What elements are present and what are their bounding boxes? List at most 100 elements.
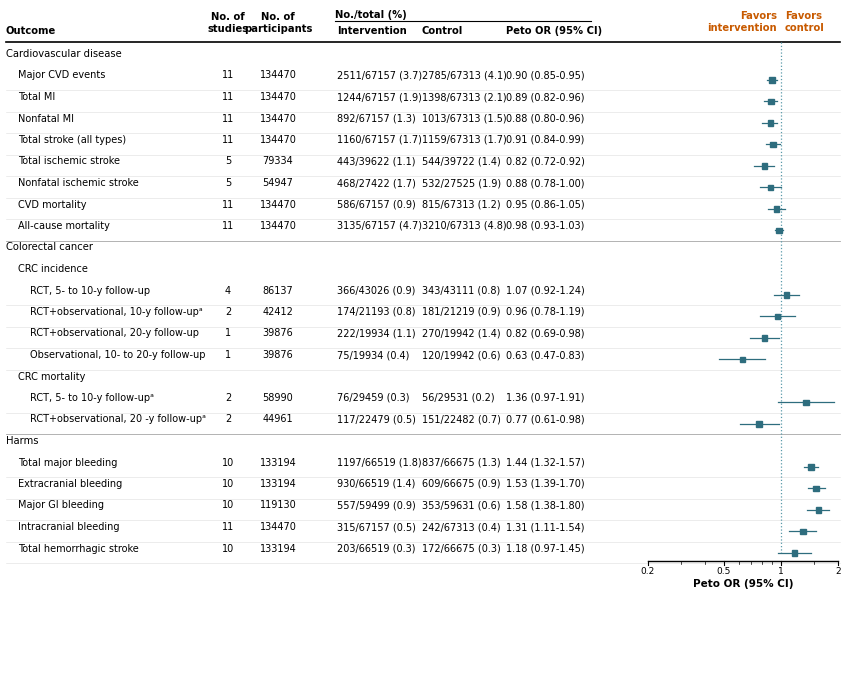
Text: 2: 2	[225, 307, 231, 317]
Text: 11: 11	[222, 221, 234, 231]
Text: 0.82 (0.69-0.98): 0.82 (0.69-0.98)	[506, 329, 585, 339]
Text: 10: 10	[222, 544, 234, 553]
Text: 133194: 133194	[259, 544, 297, 553]
Text: 2785/67313 (4.1): 2785/67313 (4.1)	[422, 70, 507, 81]
Text: Peto OR (95% CI): Peto OR (95% CI)	[506, 26, 602, 36]
Text: 42412: 42412	[263, 307, 293, 317]
Text: Harms: Harms	[6, 436, 38, 446]
Text: Total MI: Total MI	[18, 92, 55, 102]
Text: 0.63 (0.47-0.83): 0.63 (0.47-0.83)	[506, 350, 585, 360]
Bar	[808, 464, 813, 470]
Text: 10: 10	[222, 458, 234, 467]
Text: 3135/67157 (4.7): 3135/67157 (4.7)	[337, 221, 422, 231]
Text: 0.90 (0.85-0.95): 0.90 (0.85-0.95)	[506, 70, 585, 81]
Text: 203/66519 (0.3): 203/66519 (0.3)	[337, 544, 416, 553]
Text: 0.88 (0.80-0.96): 0.88 (0.80-0.96)	[506, 113, 584, 124]
Bar	[801, 529, 806, 534]
Text: 609/66675 (0.9): 609/66675 (0.9)	[422, 479, 501, 489]
Text: 1159/67313 (1.7): 1159/67313 (1.7)	[422, 135, 507, 145]
Text: 58990: 58990	[263, 393, 293, 403]
Bar	[740, 357, 745, 362]
Text: 2: 2	[225, 415, 231, 425]
Bar	[784, 292, 789, 298]
Text: 1013/67313 (1.5): 1013/67313 (1.5)	[422, 113, 507, 124]
Text: 222/19934 (1.1): 222/19934 (1.1)	[337, 329, 416, 339]
Text: RCT+observational, 20-y follow-up: RCT+observational, 20-y follow-up	[30, 329, 199, 339]
Text: 1: 1	[778, 568, 784, 576]
Text: Favors
intervention: Favors intervention	[707, 11, 777, 33]
Text: 544/39722 (1.4): 544/39722 (1.4)	[422, 156, 501, 167]
Text: Total ischemic stroke: Total ischemic stroke	[18, 156, 120, 167]
Text: 270/19942 (1.4): 270/19942 (1.4)	[422, 329, 501, 339]
Text: 134470: 134470	[259, 199, 297, 210]
Text: 1160/67157 (1.7): 1160/67157 (1.7)	[337, 135, 422, 145]
Text: 815/67313 (1.2): 815/67313 (1.2)	[422, 199, 501, 210]
Text: CRC mortality: CRC mortality	[18, 372, 85, 382]
Text: Cardiovascular disease: Cardiovascular disease	[6, 49, 122, 59]
Text: Major GI bleeding: Major GI bleeding	[18, 501, 104, 510]
Text: Total hemorrhagic stroke: Total hemorrhagic stroke	[18, 544, 139, 553]
Text: 54947: 54947	[263, 178, 293, 188]
Text: 1.53 (1.39-1.70): 1.53 (1.39-1.70)	[506, 479, 585, 489]
Text: 0.96 (0.78-1.19): 0.96 (0.78-1.19)	[506, 307, 585, 317]
Bar	[762, 335, 768, 341]
Text: 11: 11	[222, 199, 234, 210]
Text: Observational, 10- to 20-y follow-up: Observational, 10- to 20-y follow-up	[30, 350, 206, 360]
Bar	[791, 550, 797, 555]
Text: 930/66519 (1.4): 930/66519 (1.4)	[337, 479, 416, 489]
Text: 11: 11	[222, 135, 234, 145]
Bar	[770, 141, 776, 147]
Text: 366/43026 (0.9): 366/43026 (0.9)	[337, 285, 416, 296]
Text: 39876: 39876	[263, 350, 293, 360]
Text: RCT+observational, 20 -y follow-upᵃ: RCT+observational, 20 -y follow-upᵃ	[30, 415, 206, 425]
Text: CVD mortality: CVD mortality	[18, 199, 87, 210]
Text: 181/21219 (0.9): 181/21219 (0.9)	[422, 307, 501, 317]
Text: 120/19942 (0.6): 120/19942 (0.6)	[422, 350, 501, 360]
Text: 134470: 134470	[259, 135, 297, 145]
Text: 174/21193 (0.8): 174/21193 (0.8)	[337, 307, 416, 317]
Bar	[776, 227, 782, 233]
Text: 892/67157 (1.3): 892/67157 (1.3)	[337, 113, 416, 124]
Text: 2: 2	[836, 568, 841, 576]
Text: 0.82 (0.72-0.92): 0.82 (0.72-0.92)	[506, 156, 585, 167]
Text: 1.36 (0.97-1.91): 1.36 (0.97-1.91)	[506, 393, 585, 403]
Text: No. of
studies: No. of studies	[207, 12, 248, 33]
Text: 11: 11	[222, 113, 234, 124]
Text: 134470: 134470	[259, 522, 297, 532]
Text: Total stroke (all types): Total stroke (all types)	[18, 135, 126, 145]
Text: 79334: 79334	[263, 156, 293, 167]
Text: 2511/67157 (3.7): 2511/67157 (3.7)	[337, 70, 422, 81]
Bar	[756, 421, 762, 427]
Bar	[769, 77, 775, 83]
Bar	[816, 507, 821, 512]
Bar	[768, 184, 773, 190]
Text: 5: 5	[225, 156, 231, 167]
Text: Favors
control: Favors control	[785, 11, 824, 33]
Text: 837/66675 (1.3): 837/66675 (1.3)	[422, 458, 501, 467]
Text: RCT+observational, 10-y follow-upᵃ: RCT+observational, 10-y follow-upᵃ	[30, 307, 202, 317]
Text: Intracranial bleeding: Intracranial bleeding	[18, 522, 120, 532]
Text: 1: 1	[225, 329, 231, 339]
Text: 133194: 133194	[259, 479, 297, 489]
Text: 0.2: 0.2	[641, 568, 655, 576]
Text: 75/19934 (0.4): 75/19934 (0.4)	[337, 350, 410, 360]
Text: 56/29531 (0.2): 56/29531 (0.2)	[422, 393, 495, 403]
Text: No./total (%): No./total (%)	[335, 10, 407, 20]
Text: 133194: 133194	[259, 458, 297, 467]
Text: 343/43111 (0.8): 343/43111 (0.8)	[422, 285, 501, 296]
Text: 0.77 (0.61-0.98): 0.77 (0.61-0.98)	[506, 415, 585, 425]
Text: 44961: 44961	[263, 415, 293, 425]
Text: 1.31 (1.11-1.54): 1.31 (1.11-1.54)	[506, 522, 585, 532]
Bar	[813, 486, 819, 491]
Text: Extracranial bleeding: Extracranial bleeding	[18, 479, 122, 489]
Text: 5: 5	[225, 178, 231, 188]
Text: 1.58 (1.38-1.80): 1.58 (1.38-1.80)	[506, 501, 585, 510]
Text: Colorectal cancer: Colorectal cancer	[6, 242, 93, 253]
Text: Nonfatal ischemic stroke: Nonfatal ischemic stroke	[18, 178, 139, 188]
Text: 39876: 39876	[263, 329, 293, 339]
Text: 468/27422 (1.7): 468/27422 (1.7)	[337, 178, 416, 188]
Text: 11: 11	[222, 92, 234, 102]
Text: 1398/67313 (2.1): 1398/67313 (2.1)	[422, 92, 507, 102]
Text: All-cause mortality: All-cause mortality	[18, 221, 110, 231]
Text: 1244/67157 (1.9): 1244/67157 (1.9)	[337, 92, 422, 102]
